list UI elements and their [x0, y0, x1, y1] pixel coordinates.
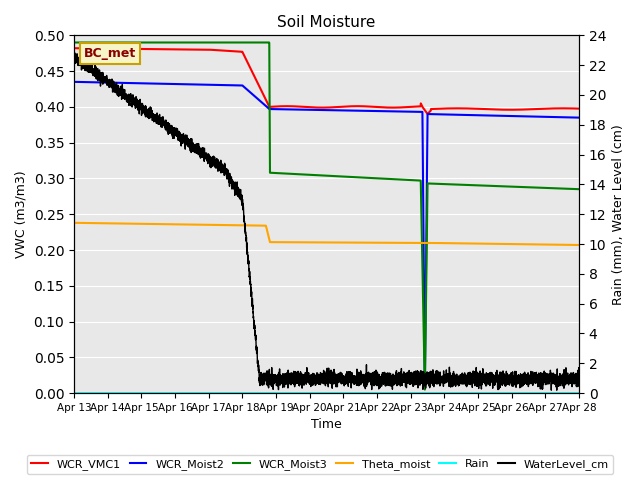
Line: WCR_Moist3: WCR_Moist3 [74, 43, 579, 390]
WCR_VMC1 [575, 106, 583, 111]
WaterLevel_cm [373, 376, 381, 382]
WCR_Moist2 [447, 112, 455, 118]
Rain [485, 390, 493, 396]
WCR_Moist2 [162, 81, 170, 87]
WaterLevel_cm [553, 387, 561, 393]
WaterLevel_cm [162, 117, 170, 123]
WCR_VMC1 [373, 104, 381, 110]
WCR_Moist2 [70, 79, 78, 85]
WCR_Moist3 [575, 186, 583, 192]
Theta_moist [575, 242, 583, 248]
Rain [70, 390, 78, 396]
WCR_Moist3 [263, 40, 271, 46]
WaterLevel_cm [447, 379, 455, 384]
Y-axis label: VWC (m3/m3): VWC (m3/m3) [15, 170, 28, 258]
Rain [447, 390, 454, 396]
WCR_VMC1 [399, 105, 406, 110]
Theta_moist [447, 240, 454, 246]
WCR_Moist3 [421, 387, 429, 393]
Theta_moist [373, 240, 381, 246]
Rain [399, 390, 406, 396]
Theta_moist [263, 227, 271, 233]
WCR_VMC1 [70, 45, 78, 51]
WCR_VMC1 [447, 106, 455, 111]
WCR_Moist2 [485, 113, 493, 119]
Line: WaterLevel_cm: WaterLevel_cm [74, 53, 579, 390]
Text: BC_met: BC_met [84, 47, 136, 60]
Rain [373, 390, 381, 396]
Title: Soil Moisture: Soil Moisture [277, 15, 376, 30]
Y-axis label: Rain (mm), Water Level (cm): Rain (mm), Water Level (cm) [612, 124, 625, 305]
WCR_Moist3 [399, 177, 406, 182]
WCR_Moist3 [373, 175, 381, 181]
WCR_Moist3 [162, 40, 170, 46]
WCR_VMC1 [162, 46, 170, 52]
WCR_VMC1 [424, 111, 431, 117]
X-axis label: Time: Time [311, 419, 342, 432]
WCR_Moist3 [70, 40, 78, 46]
WCR_Moist2 [575, 115, 583, 120]
WCR_Moist2 [399, 108, 406, 114]
Line: Theta_moist: Theta_moist [74, 223, 579, 245]
Theta_moist [399, 240, 406, 246]
Rain [575, 390, 583, 396]
WCR_VMC1 [485, 107, 493, 112]
WaterLevel_cm [70, 50, 78, 56]
Theta_moist [485, 241, 493, 247]
WaterLevel_cm [263, 368, 271, 374]
Legend: WCR_VMC1, WCR_Moist2, WCR_Moist3, Theta_moist, Rain, WaterLevel_cm: WCR_VMC1, WCR_Moist2, WCR_Moist3, Theta_… [27, 455, 613, 474]
WCR_Moist3 [447, 181, 455, 187]
WCR_Moist2 [373, 108, 381, 114]
WaterLevel_cm [485, 379, 493, 384]
Rain [263, 390, 271, 396]
Theta_moist [162, 221, 170, 227]
Line: WCR_Moist2: WCR_Moist2 [74, 82, 579, 389]
Line: WCR_VMC1: WCR_VMC1 [74, 48, 579, 114]
WaterLevel_cm [575, 379, 583, 385]
WaterLevel_cm [399, 373, 406, 379]
WCR_Moist2 [421, 386, 429, 392]
WCR_Moist2 [263, 104, 271, 110]
Theta_moist [70, 220, 78, 226]
WCR_VMC1 [263, 99, 271, 105]
WCR_Moist3 [485, 183, 493, 189]
Rain [162, 390, 170, 396]
WaterLevel_cm [70, 52, 78, 58]
